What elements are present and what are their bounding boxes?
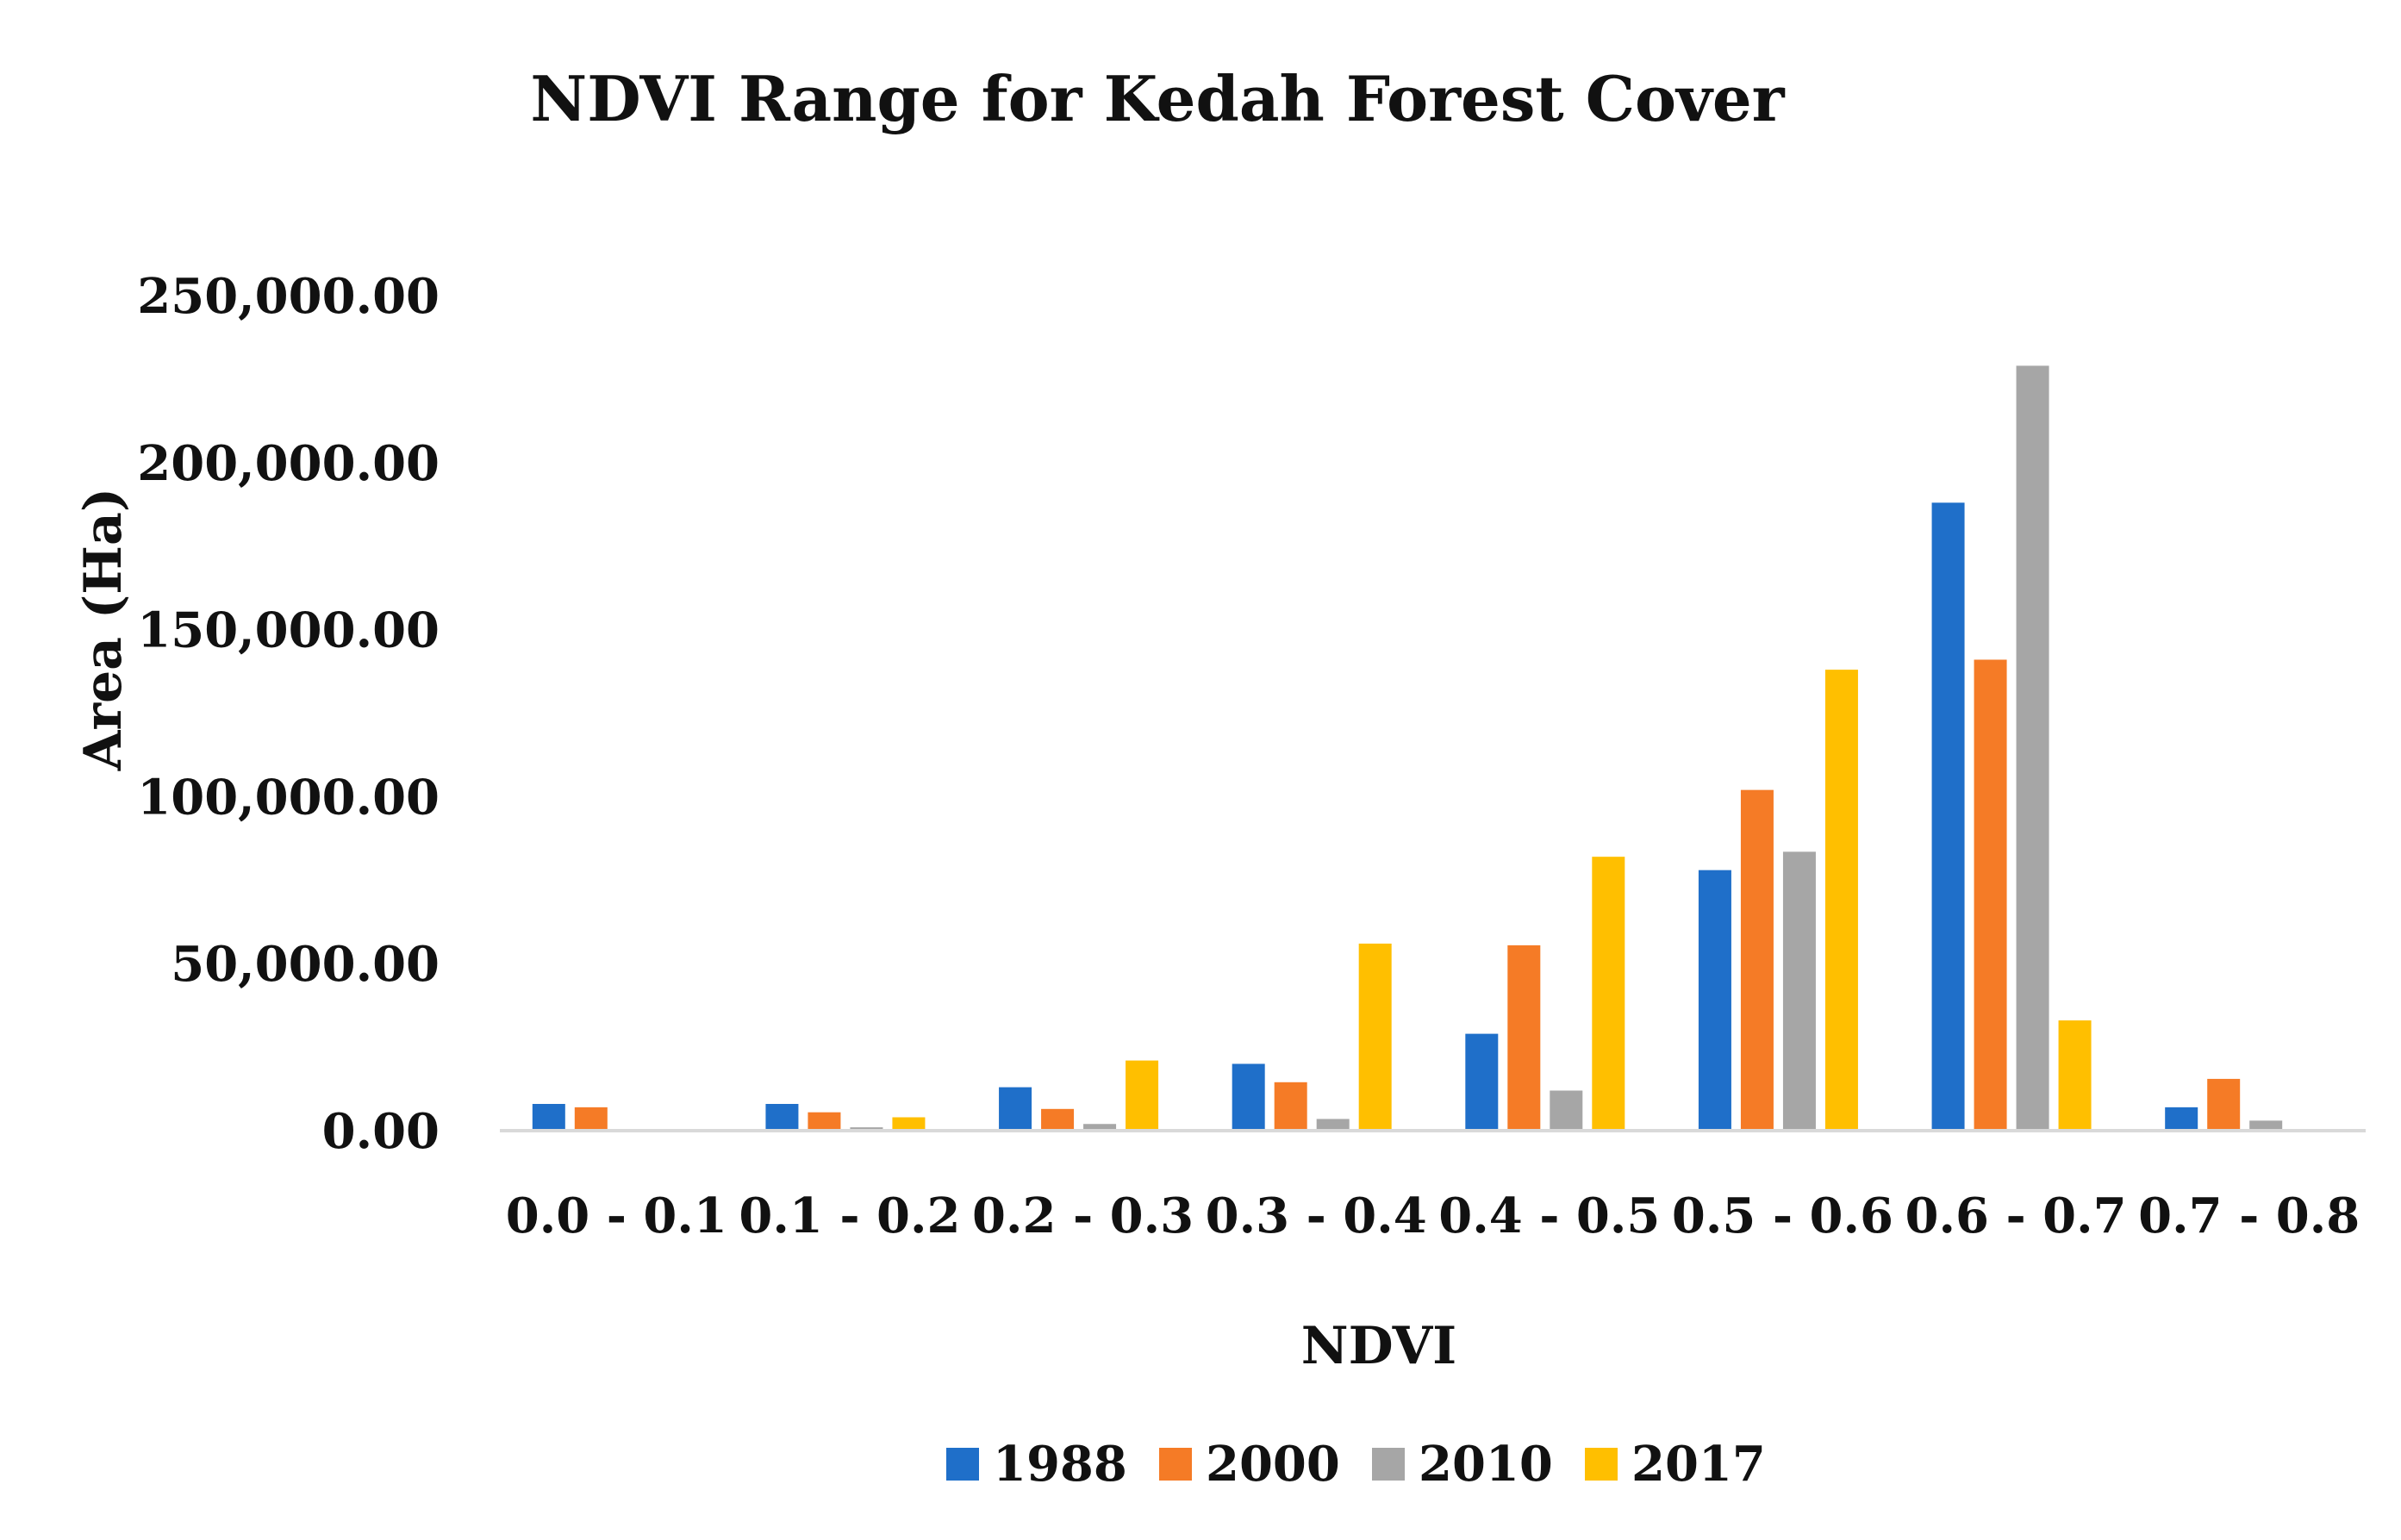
x-tick-label: 0.6 - 0.7: [1905, 1188, 2127, 1244]
x-tick-label: 0.0 - 0.1: [506, 1188, 727, 1244]
bar-2010-7: [2016, 365, 2049, 1131]
x-axis-ticks: 0.0 - 0.1 0.1 - 0.2 0.2 - 0.3 0.3 - 0.4 0.4 …: [506, 1188, 2360, 1244]
legend-swatch-1988: [946, 1448, 979, 1481]
y-tick-label: 150,000.00: [137, 602, 440, 659]
bar-2017-6: [1824, 670, 1858, 1131]
legend: 1988 2000 2010 2017: [946, 1436, 1766, 1493]
chart-title: NDVI Range for Kedah Forest Cover: [530, 62, 1785, 135]
y-tick-label: 250,000.00: [137, 268, 440, 325]
bar-1988-8: [2165, 1107, 2198, 1131]
legend-label-2000: 2000: [1206, 1436, 1340, 1493]
legend-swatch-2000: [1159, 1448, 1192, 1481]
legend-swatch-2017: [1585, 1448, 1618, 1481]
y-axis-label: Area (Ha): [73, 488, 134, 771]
y-axis-ticks: 0.00 50,000.00 100,000.00 150,000.00 200,000…: [137, 268, 440, 1160]
bars-group: [532, 365, 2283, 1131]
y-tick-label: 100,000.00: [137, 769, 440, 826]
legend-swatch-2010: [1372, 1448, 1405, 1481]
bar-1988-5: [1465, 1033, 1499, 1131]
bar-2000-8: [2207, 1078, 2241, 1131]
x-tick-label: 0.5 - 0.6: [1672, 1188, 1893, 1244]
legend-label-2010: 2010: [1419, 1436, 1553, 1493]
x-tick-label: 0.7 - 0.8: [2138, 1188, 2360, 1244]
bar-1988-6: [1698, 870, 1731, 1131]
bar-2017-3: [1126, 1060, 1159, 1131]
y-tick-label: 0.00: [322, 1103, 440, 1160]
x-tick-label: 0.4 - 0.5: [1438, 1188, 1660, 1244]
bar-2000-4: [1274, 1082, 1307, 1131]
bar-2017-4: [1358, 943, 1392, 1131]
bar-2017-2: [892, 1117, 926, 1131]
legend-label-2017: 2017: [1631, 1436, 1766, 1493]
x-tick-label: 0.2 - 0.3: [972, 1188, 1194, 1244]
x-axis-label: NDVI: [1301, 1316, 1456, 1376]
x-tick-label: 0.1 - 0.2: [739, 1188, 960, 1244]
bar-2010-5: [1550, 1090, 1583, 1131]
bar-2000-5: [1507, 945, 1541, 1131]
bar-1988-4: [1232, 1063, 1265, 1131]
bar-2000-3: [1041, 1108, 1075, 1131]
bar-2000-2: [808, 1112, 841, 1131]
bar-1988-3: [999, 1087, 1032, 1131]
bar-2010-8: [2249, 1120, 2283, 1131]
y-tick-label: 200,000.00: [137, 435, 440, 492]
y-tick-label: 50,000.00: [171, 936, 440, 993]
bar-1988-1: [532, 1103, 565, 1131]
bar-2010-4: [1316, 1119, 1350, 1131]
x-tick-label: 0.3 - 0.4: [1206, 1188, 1427, 1244]
bar-2000-6: [1740, 789, 1774, 1131]
bar-1988-7: [1931, 502, 1965, 1131]
legend-label-1988: 1988: [993, 1436, 1127, 1493]
bar-2000-1: [574, 1107, 608, 1131]
bar-2017-5: [1592, 857, 1625, 1131]
bar-2010-6: [1782, 851, 1816, 1131]
bar-1988-2: [765, 1103, 799, 1131]
bar-2010-3: [1083, 1124, 1117, 1131]
bar-2000-7: [1974, 659, 2007, 1131]
bar-2017-7: [2058, 1020, 2092, 1131]
